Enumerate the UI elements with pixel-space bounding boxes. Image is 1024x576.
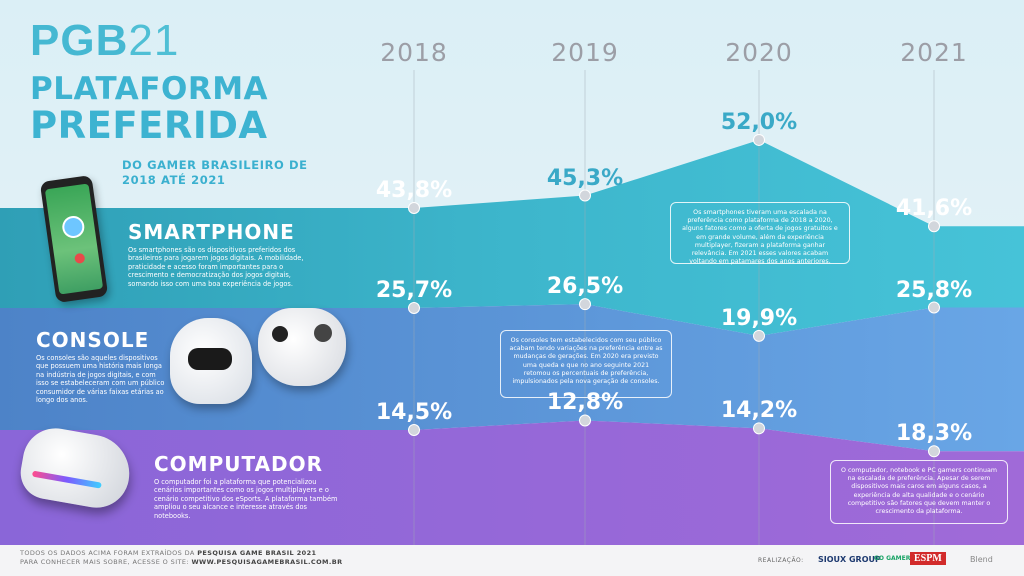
xbox-controller-icon bbox=[258, 308, 346, 386]
band-smartphone bbox=[0, 139, 1024, 336]
logo-text: PGB bbox=[30, 16, 129, 65]
note-console: Os consoles tem estabelecidos com seu pú… bbox=[500, 330, 672, 398]
data-point-smartphone-2019 bbox=[579, 189, 591, 202]
footer-line1-prefix: TODOS OS DADOS ACIMA FORAM EXTRAÍDOS DA bbox=[20, 549, 198, 557]
category-text-console: Os consoles são aqueles dispositivos que… bbox=[36, 354, 165, 405]
value-label-computador-2019: 12,8% bbox=[546, 390, 624, 416]
sponsor-go-gamers: GO GAMERS bbox=[874, 555, 915, 562]
value-label-computador-2018: 14,5% bbox=[375, 400, 453, 425]
smartphone-screen bbox=[44, 183, 104, 295]
footer-line2-prefix: PARA CONHECER MAIS SOBRE, ACESSE O SITE: bbox=[20, 558, 192, 566]
value-label-computador-2021: 18,3% bbox=[895, 421, 973, 447]
band-computador bbox=[0, 420, 1024, 545]
category-text-smartphone: Os smartphones são os dispositivos prefe… bbox=[128, 246, 304, 288]
note-computador: O computador, notebook e PC gamers conti… bbox=[830, 460, 1008, 524]
value-label-console-2018: 25,7% bbox=[375, 278, 453, 303]
footer-website-link[interactable]: WWW.PESQUISAGAMEBRASIL.COM.BR bbox=[191, 558, 343, 566]
value-label-smartphone-2018: 43,8% bbox=[375, 178, 453, 203]
sponsor-blend: Blend bbox=[970, 555, 993, 564]
year-label-2019: 2019 bbox=[551, 38, 619, 67]
sponsor-espm: ESPM bbox=[910, 552, 946, 565]
ps5-controller-icon bbox=[170, 318, 252, 404]
data-point-computador-2021 bbox=[928, 445, 940, 458]
value-label-console-2019: 26,5% bbox=[546, 274, 624, 300]
value-label-computador-2020: 14,2% bbox=[720, 398, 798, 424]
year-label-2021: 2021 bbox=[900, 38, 968, 67]
page-title-line2: PREFERIDA bbox=[30, 104, 268, 147]
band-console bbox=[0, 304, 1024, 452]
page-title-line1: PLATAFORMA bbox=[30, 71, 269, 107]
category-title-console: CONSOLE bbox=[36, 328, 150, 352]
data-point-computador-2020 bbox=[753, 422, 765, 435]
data-point-console-2021 bbox=[928, 301, 940, 314]
value-label-smartphone-2021: 41,6% bbox=[895, 196, 973, 222]
value-label-console-2021: 25,8% bbox=[895, 277, 973, 303]
category-text-computador: O computador foi a plataforma que potenc… bbox=[154, 478, 338, 520]
footer-bg bbox=[0, 545, 1024, 576]
value-label-console-2020: 19,9% bbox=[720, 305, 798, 331]
data-point-smartphone-2018 bbox=[408, 202, 420, 214]
data-point-computador-2018 bbox=[408, 424, 420, 436]
category-title-smartphone: SMARTPHONE bbox=[128, 220, 295, 244]
realizacao-label: REALIZAÇÃO: bbox=[758, 557, 804, 564]
footer-line1-bold: PESQUISA GAME BRASIL 2021 bbox=[197, 549, 317, 557]
year-label-2020: 2020 bbox=[725, 38, 793, 67]
data-point-computador-2019 bbox=[579, 414, 591, 427]
year-label-2018: 2018 bbox=[380, 38, 448, 67]
page-subtitle: DO GAMER BRASILEIRO DE 2018 ATÉ 2021 bbox=[122, 158, 308, 187]
logo-number: 21 bbox=[128, 16, 180, 65]
data-point-console-2019 bbox=[579, 298, 591, 311]
category-title-computador: COMPUTADOR bbox=[154, 452, 324, 476]
data-point-smartphone-2020 bbox=[753, 133, 765, 146]
data-point-smartphone-2021 bbox=[928, 220, 940, 233]
footer-source: TODOS OS DADOS ACIMA FORAM EXTRAÍDOS DA … bbox=[20, 549, 343, 567]
sponsor-sioux: SIOUX GROUP bbox=[818, 555, 881, 564]
data-point-console-2020 bbox=[753, 329, 765, 342]
value-label-smartphone-2020: 52,0% bbox=[720, 109, 798, 135]
note-smartphone: Os smartphones tiveram uma escalada na p… bbox=[670, 202, 850, 265]
logo: PGB21 bbox=[30, 16, 179, 66]
data-point-console-2018 bbox=[408, 302, 420, 314]
value-label-smartphone-2019: 45,3% bbox=[546, 165, 624, 191]
